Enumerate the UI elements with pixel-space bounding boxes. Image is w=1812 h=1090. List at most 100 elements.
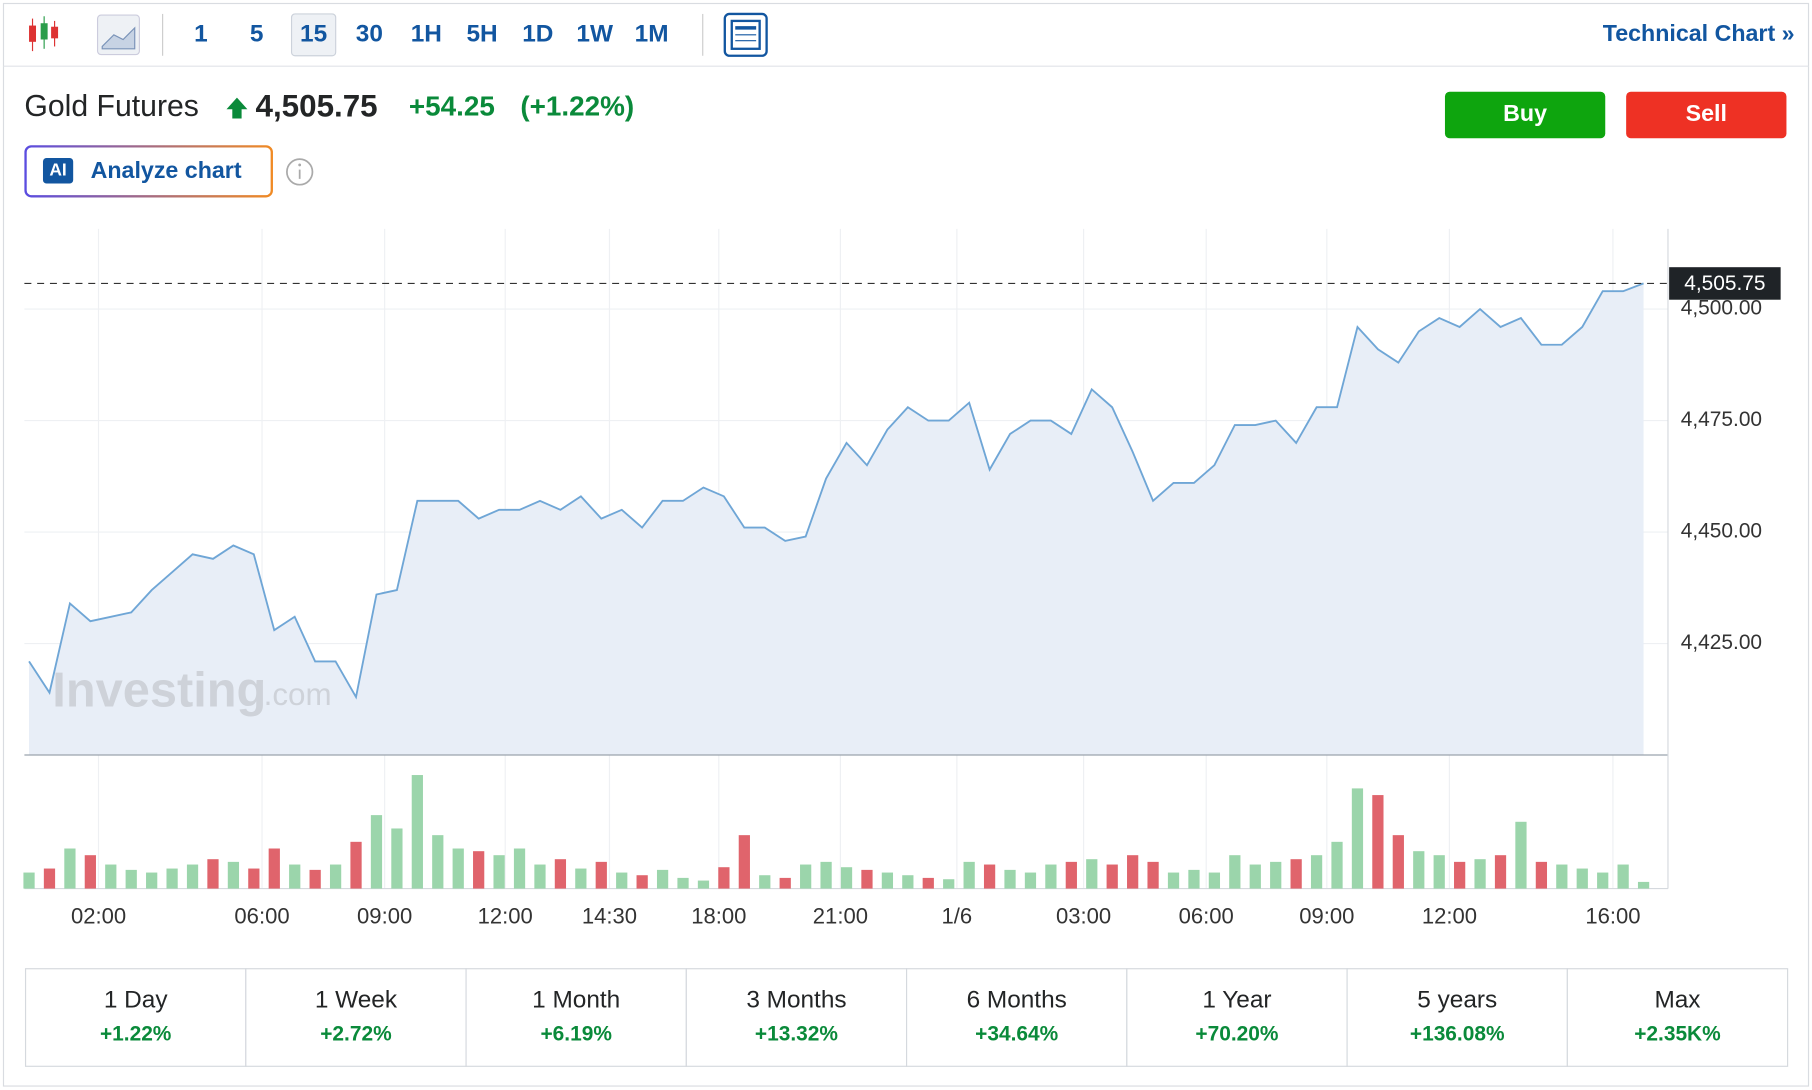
volume-bar (1433, 855, 1445, 889)
period-cell[interactable] (685, 968, 908, 1067)
interval[interactable]: 1W (576, 20, 613, 47)
volume-bar (105, 864, 117, 889)
buy-label[interactable]: Buy (1503, 100, 1547, 126)
sell-button[interactable] (1626, 91, 1787, 139)
volume-bar (1637, 881, 1650, 889)
period-cell[interactable] (465, 968, 687, 1067)
volume-bar (738, 835, 750, 889)
news-icon[interactable] (723, 12, 768, 57)
volume-bar (595, 861, 607, 889)
volume-bar (1351, 788, 1364, 889)
last-price-label: 4,505.75 (1684, 272, 1765, 295)
period-change[interactable]: +136.08% (1410, 1022, 1505, 1045)
volume-bar (473, 851, 485, 889)
change: +54.25 (409, 90, 495, 121)
volume-bar (1270, 861, 1282, 889)
ai-badge-text: AI (49, 159, 66, 179)
watermark-suffix: .com (264, 677, 332, 712)
watermark: Investing (52, 663, 266, 717)
period-change[interactable]: +13.32% (755, 1022, 838, 1045)
volume-bar (329, 864, 342, 889)
period-cell[interactable] (1346, 968, 1568, 1067)
period-change[interactable]: +2.72% (320, 1022, 392, 1045)
x-tick-label: 03:00 (1056, 903, 1111, 928)
volume-bar (616, 872, 628, 889)
line-icon[interactable] (96, 14, 140, 56)
period-cell[interactable] (906, 968, 1128, 1067)
period-label[interactable]: 6 Months (967, 987, 1067, 1014)
volume-bar (513, 848, 526, 889)
interval[interactable]: 5H (466, 20, 497, 47)
sell-label[interactable]: Sell (1686, 100, 1727, 126)
volume-bar (84, 855, 96, 889)
period-label[interactable]: 1 Week (315, 987, 398, 1014)
period-label[interactable]: 1 Day (104, 987, 168, 1014)
x-tick-label: 21:00 (813, 903, 868, 928)
volume-bar (432, 835, 444, 889)
period-change[interactable]: +1.22% (100, 1022, 172, 1045)
volume-bar (248, 868, 260, 889)
period-cell[interactable] (24, 968, 247, 1067)
interval[interactable]: 1H (411, 20, 442, 47)
volume-bar (1188, 869, 1200, 889)
up-arrow (226, 97, 248, 119)
volume-bar (23, 872, 35, 889)
interval-selected[interactable] (290, 13, 337, 57)
x-tick-label: 06:00 (1179, 903, 1234, 928)
volume-bar (943, 879, 955, 889)
buy-button[interactable] (1444, 91, 1606, 139)
volume-bar (1576, 868, 1588, 889)
period-change[interactable]: +2.35K% (1634, 1022, 1721, 1045)
volume-bar (861, 869, 873, 889)
y-tick-label: 4,475.00 (1681, 408, 1762, 431)
info-icon[interactable] (286, 158, 314, 186)
volume-bar (759, 875, 771, 889)
interval[interactable]: 1 (194, 20, 208, 47)
volume-bar (656, 869, 669, 889)
period-label[interactable]: 1 Year (1202, 987, 1271, 1014)
interval[interactable]: 30 (356, 20, 383, 47)
period-cell[interactable] (1566, 968, 1789, 1067)
interval[interactable]: 5 (250, 20, 264, 47)
volume-bar (1331, 841, 1343, 889)
y-tick-label: 4,450.00 (1681, 520, 1762, 543)
y-tick-label: 4,500.00 (1681, 297, 1762, 320)
interval[interactable]: 1D (522, 20, 553, 47)
x-tick-label: 1/6 (942, 903, 973, 928)
volume-bar (309, 869, 321, 889)
volume-bar (1556, 864, 1568, 889)
period-label[interactable]: 3 Months (746, 987, 846, 1014)
period-change[interactable]: +70.20% (1195, 1022, 1278, 1045)
volume-bar (1617, 864, 1629, 889)
volume-bar (411, 775, 423, 889)
technical-chart-link[interactable]: Technical Chart » (1603, 20, 1795, 46)
volume-bar (370, 815, 383, 889)
period-cell[interactable] (245, 968, 467, 1067)
period-label[interactable]: 5 years (1417, 987, 1497, 1014)
volume-bar (493, 855, 505, 889)
analyze-button[interactable] (24, 145, 273, 198)
period-cell[interactable] (1126, 968, 1348, 1067)
volume-bar (268, 848, 280, 889)
interval[interactable]: 15 (300, 20, 327, 47)
period-change[interactable]: +34.64% (975, 1022, 1058, 1045)
volume-bar (1004, 869, 1016, 889)
candles-icon[interactable] (29, 16, 59, 52)
x-tick-label: 14:30 (582, 903, 637, 928)
volume-bar (1454, 861, 1466, 889)
volume-bar (1515, 821, 1527, 889)
volume-bar (1127, 855, 1139, 889)
x-tick-label: 18:00 (691, 903, 746, 928)
interval[interactable]: 1M (635, 20, 669, 47)
x-tick-label: 02:00 (71, 903, 126, 928)
analyze-label[interactable]: Analyze chart (91, 157, 242, 183)
period-label[interactable]: 1 Month (532, 987, 620, 1014)
area (29, 283, 1644, 756)
period-label[interactable]: Max (1654, 987, 1700, 1014)
period-change[interactable]: +6.19% (540, 1022, 612, 1045)
volume-bar (1290, 859, 1302, 889)
volume-bar (534, 864, 546, 889)
x-tick-label: 09:00 (357, 903, 412, 928)
x-tick-label: 12:00 (478, 903, 533, 928)
